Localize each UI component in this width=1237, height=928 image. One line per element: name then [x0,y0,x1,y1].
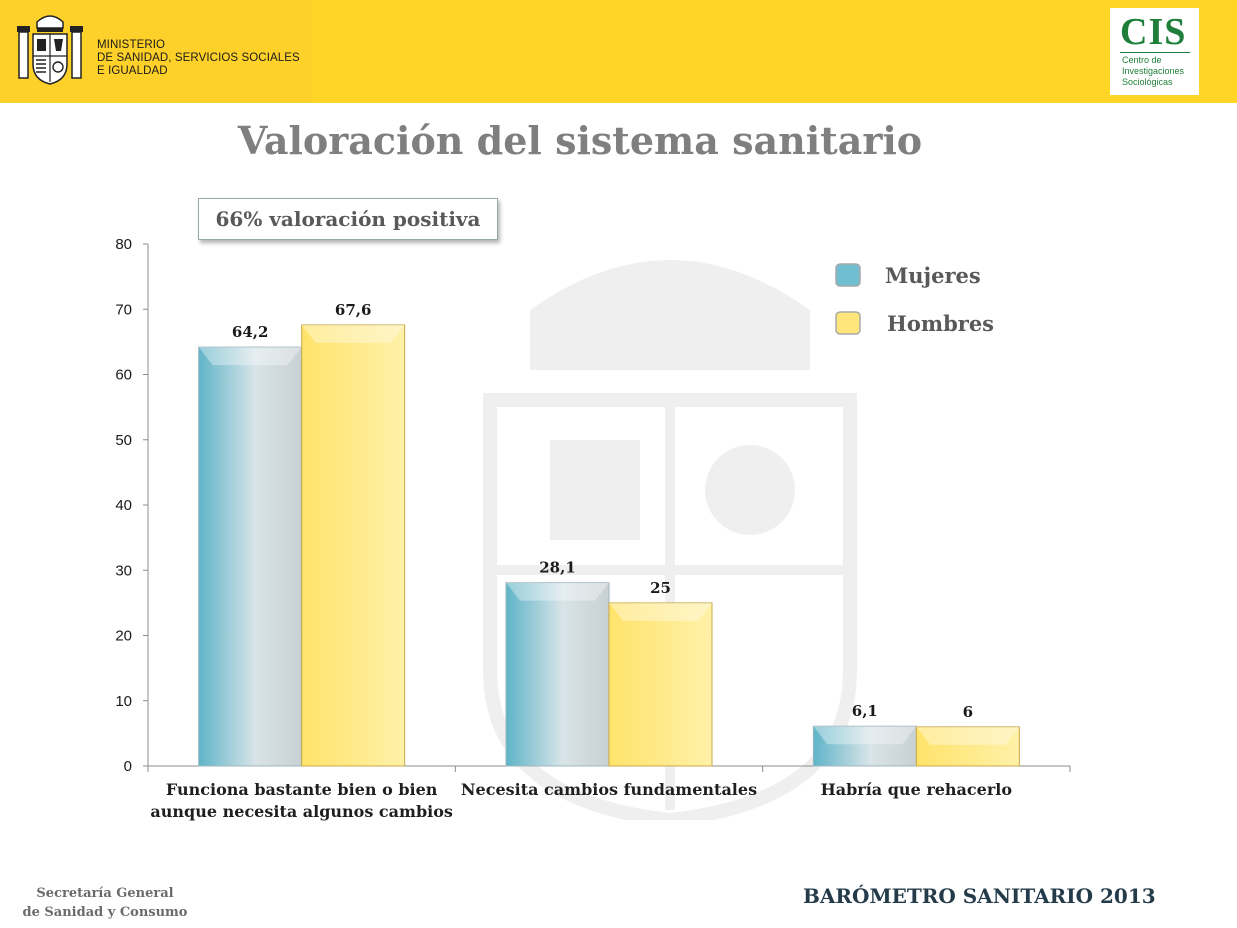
y-tick-label: 10 [115,693,132,710]
footer-line: Secretaría General [36,886,174,901]
page-title: Valoración del sistema sanitario [237,118,923,163]
cis-subtitle: Centro de Investigaciones Sociológicas [1122,55,1184,88]
bar-bevel-mujeres [813,726,917,745]
footer-barometro: BARÓMETRO SANITARIO 2013 [803,884,1156,908]
bar-hombres [301,324,406,767]
y-tick-label: 80 [115,236,132,253]
ministry-line: DE SANIDAD, SERVICIOS SOCIALES [97,52,300,64]
coat-of-arms-icon [17,15,83,85]
data-label-hombres: 25 [650,579,671,597]
x-category-label: Funciona bastante bien o bien [166,780,438,799]
valoracion-callout: 66% valoración positiva [198,198,498,240]
legend-swatch-hombres [835,311,861,335]
header-banner: MINISTERIO DE SANIDAD, SERVICIOS SOCIALE… [0,0,1237,103]
y-tick-label: 30 [115,562,132,579]
y-tick-label: 50 [115,432,132,449]
bar-hombres [915,726,1020,767]
y-tick-label: 20 [115,628,132,645]
y-tick-label: 40 [115,497,132,514]
cis-subtitle-line: Centro de [1122,55,1162,65]
cis-logo-rule [1120,52,1190,53]
bar-bevel-hombres [609,602,712,621]
legend-label-mujeres: Mujeres [885,263,981,288]
x-category-label: Habría que rehacerlo [821,780,1013,799]
y-tick-label: 70 [115,301,132,318]
bar-bevel-mujeres [506,582,609,601]
bar-bevel-hombres [301,324,405,343]
bar-mujeres [198,346,303,767]
data-label-hombres: 6 [963,703,973,721]
y-tick-label: 0 [124,758,132,775]
cis-subtitle-line: Investigaciones [1122,66,1185,76]
ministry-name: MINISTERIO DE SANIDAD, SERVICIOS SOCIALE… [97,39,300,78]
cis-logo: CIS Centro de Investigaciones Sociológic… [1110,8,1199,95]
cis-logo-text: CIS [1120,11,1187,53]
footer-line: de Sanidad y Consumo [22,905,188,920]
bar-mujeres [505,582,610,767]
data-label-mujeres: 6,1 [852,702,878,720]
ministry-line: MINISTERIO [97,39,166,51]
legend-label-hombres: Hombres [887,311,994,336]
x-category-label: Necesita cambios fundamentales [461,780,757,799]
data-label-mujeres: 64,2 [232,323,269,341]
bar-bevel-hombres [916,726,1020,745]
data-label-mujeres: 28,1 [539,559,576,577]
ministry-line: E IGUALDAD [97,65,168,77]
y-tick-label: 60 [115,367,132,384]
bar-bevel-mujeres [198,347,302,366]
data-label-hombres: 67,6 [335,301,372,319]
cis-subtitle-line: Sociológicas [1122,77,1173,87]
legend-swatch-mujeres [835,263,861,287]
x-category-label: aunque necesita algunos cambios [150,802,452,821]
bar-mujeres [812,725,917,767]
footer-secretaria: Secretaría General de Sanidad y Consumo [20,884,190,922]
bar-hombres [608,602,713,767]
